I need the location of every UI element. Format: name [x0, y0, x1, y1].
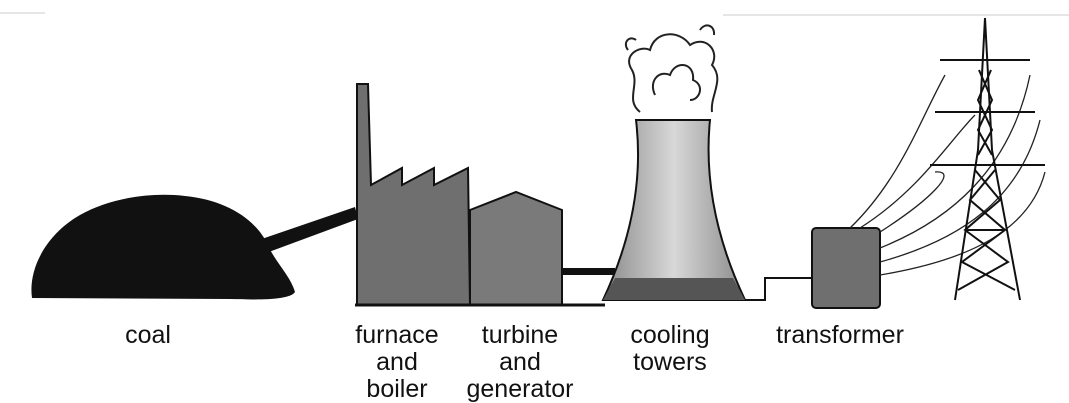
node-label: turbine — [482, 321, 558, 349]
power-lines — [849, 74, 1046, 276]
turbine-building — [469, 190, 563, 306]
node-label: and — [376, 348, 418, 376]
node-label: and — [499, 348, 541, 376]
node-label: transformer — [776, 321, 904, 349]
coal-pile — [31, 194, 295, 300]
transformer — [811, 227, 881, 309]
tower-base — [603, 278, 745, 300]
node-label: cooling — [630, 321, 709, 349]
pylon — [930, 17, 1045, 301]
cooling-tower — [601, 119, 747, 301]
node-label: boiler — [366, 375, 427, 403]
steam — [624, 24, 719, 113]
node-label: furnace — [355, 321, 438, 349]
conveyor — [250, 207, 358, 256]
wire — [745, 277, 812, 301]
node-label: coal — [125, 321, 171, 349]
pipe — [562, 268, 615, 275]
node-label: generator — [466, 375, 573, 403]
node-label: towers — [633, 348, 707, 376]
furnace-building — [356, 83, 472, 306]
